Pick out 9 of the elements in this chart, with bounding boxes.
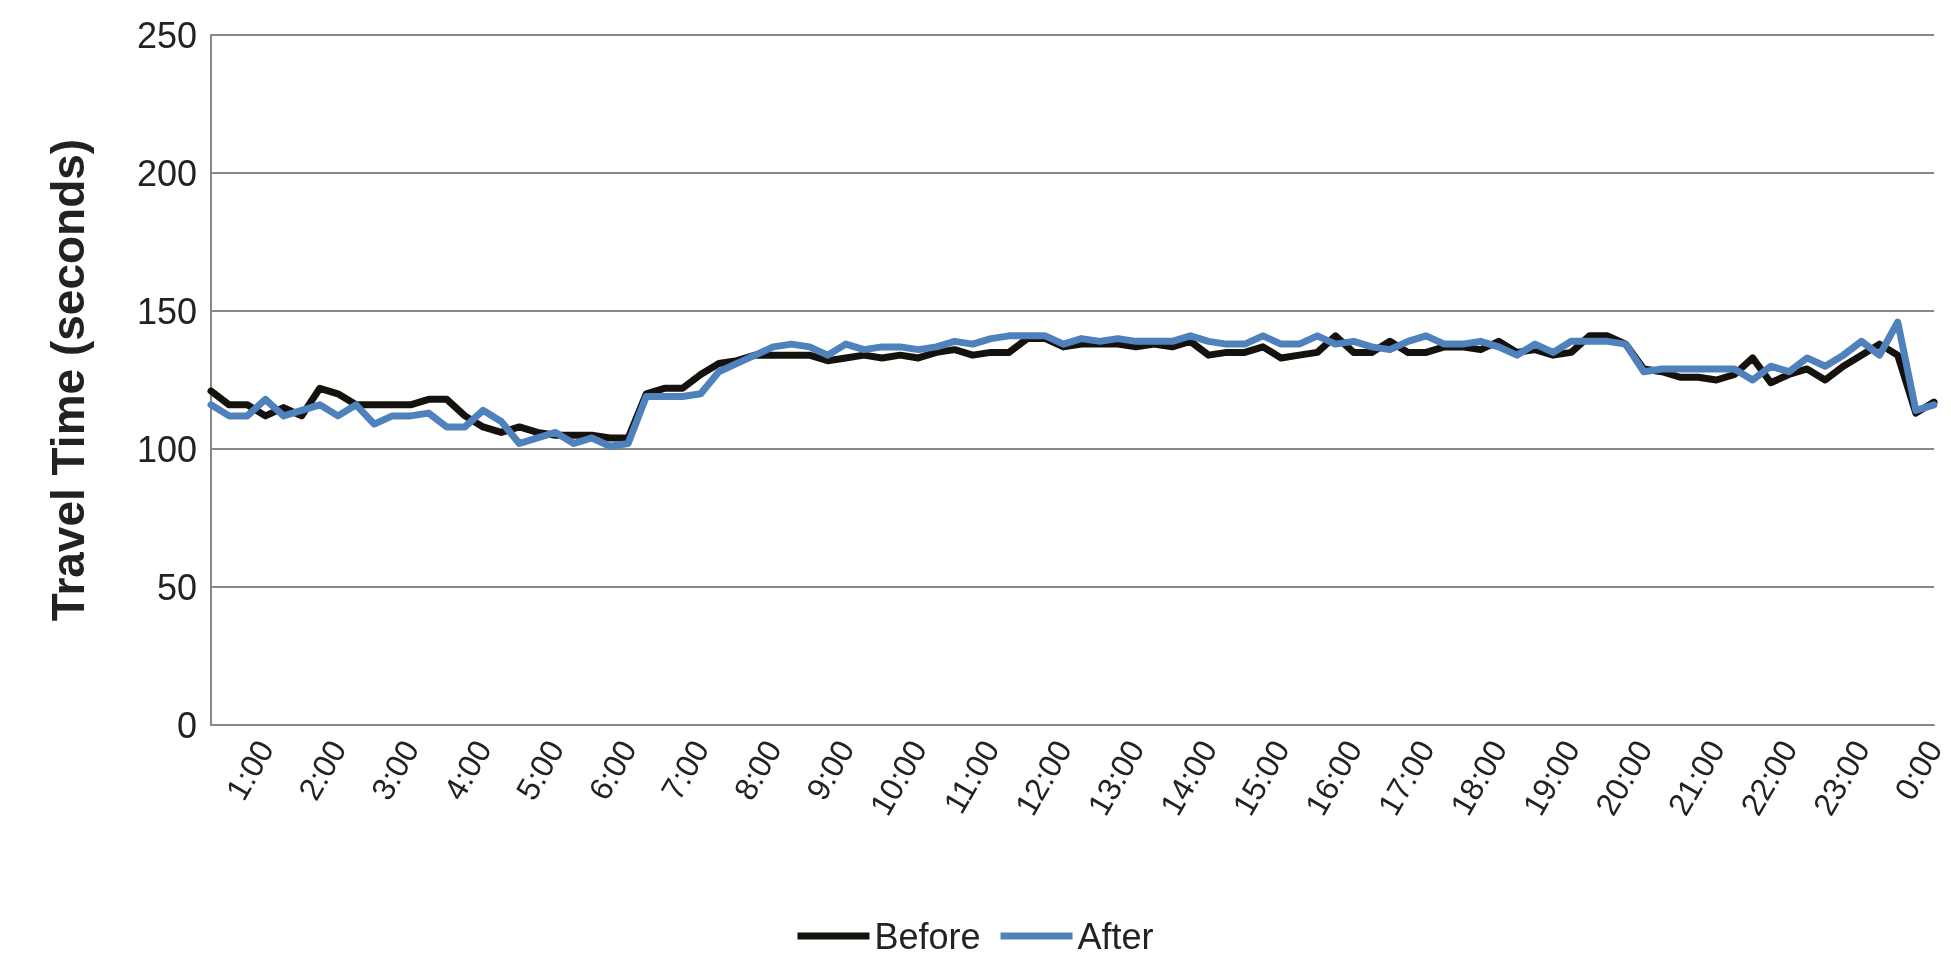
legend-label: After <box>1077 915 1154 957</box>
y-tick-label: 0 <box>176 704 197 746</box>
legend-label: Before <box>874 915 981 957</box>
y-tick-label: 200 <box>136 152 197 194</box>
y-tick-label: 50 <box>156 566 197 608</box>
y-tick-label: 150 <box>136 290 197 332</box>
y-tick-label: 100 <box>136 428 197 470</box>
y-tick-label: 250 <box>136 14 197 56</box>
y-axis-title: Travel Time (seconds) <box>42 138 94 622</box>
